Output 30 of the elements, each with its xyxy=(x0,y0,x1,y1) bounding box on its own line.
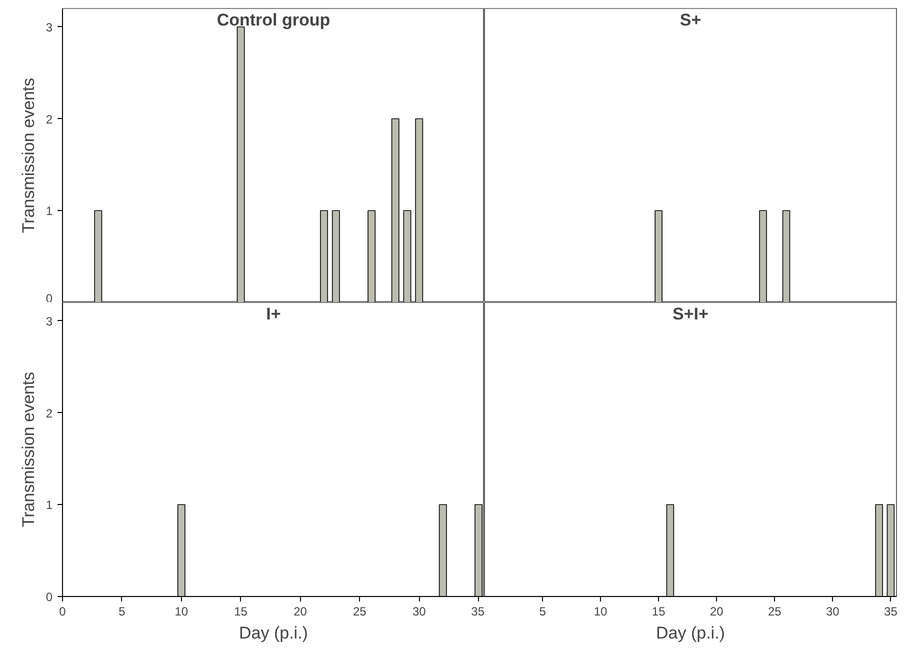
y-tick-label: 1 xyxy=(46,498,53,512)
y-tick-label: 2 xyxy=(46,112,53,126)
x-tick-label: 10 xyxy=(594,604,608,618)
y-tick-label: 3 xyxy=(46,20,53,34)
x-tick-label: 20 xyxy=(294,604,308,618)
x-axis-title: Day (p.i.) xyxy=(656,624,725,642)
x-tick-label: 5 xyxy=(118,604,126,618)
x-tick-label: 30 xyxy=(826,604,840,618)
y-axis-title: Transmission events xyxy=(18,78,38,234)
x-tick-label: 35 xyxy=(471,604,485,618)
x-tick-label: 25 xyxy=(353,604,367,618)
chart-title: Control group xyxy=(216,10,330,30)
x-tick-label: 25 xyxy=(768,604,782,618)
x-tick-label: 10 xyxy=(174,604,188,618)
x-tick-label: 15 xyxy=(652,604,666,618)
chart-title: I+ xyxy=(266,304,281,324)
x-tick-label: 15 xyxy=(234,604,248,618)
chart-title: S+I+ xyxy=(672,304,709,324)
chart-title: S+ xyxy=(680,10,702,30)
y-tick-label: 3 xyxy=(46,314,53,328)
y-axis-title: Transmission events xyxy=(18,372,38,528)
x-tick-label: 20 xyxy=(710,604,724,618)
x-axis-title: Day (p.i.) xyxy=(239,624,308,642)
x-tick-label: 0 xyxy=(59,604,66,618)
x-tick-label: 30 xyxy=(412,604,426,618)
y-tick-label: 0 xyxy=(46,590,53,604)
x-tick-label: 35 xyxy=(884,604,898,618)
y-tick-label: 2 xyxy=(46,406,53,420)
y-tick-label: 1 xyxy=(46,204,53,218)
x-tick-label: 5 xyxy=(539,604,546,618)
